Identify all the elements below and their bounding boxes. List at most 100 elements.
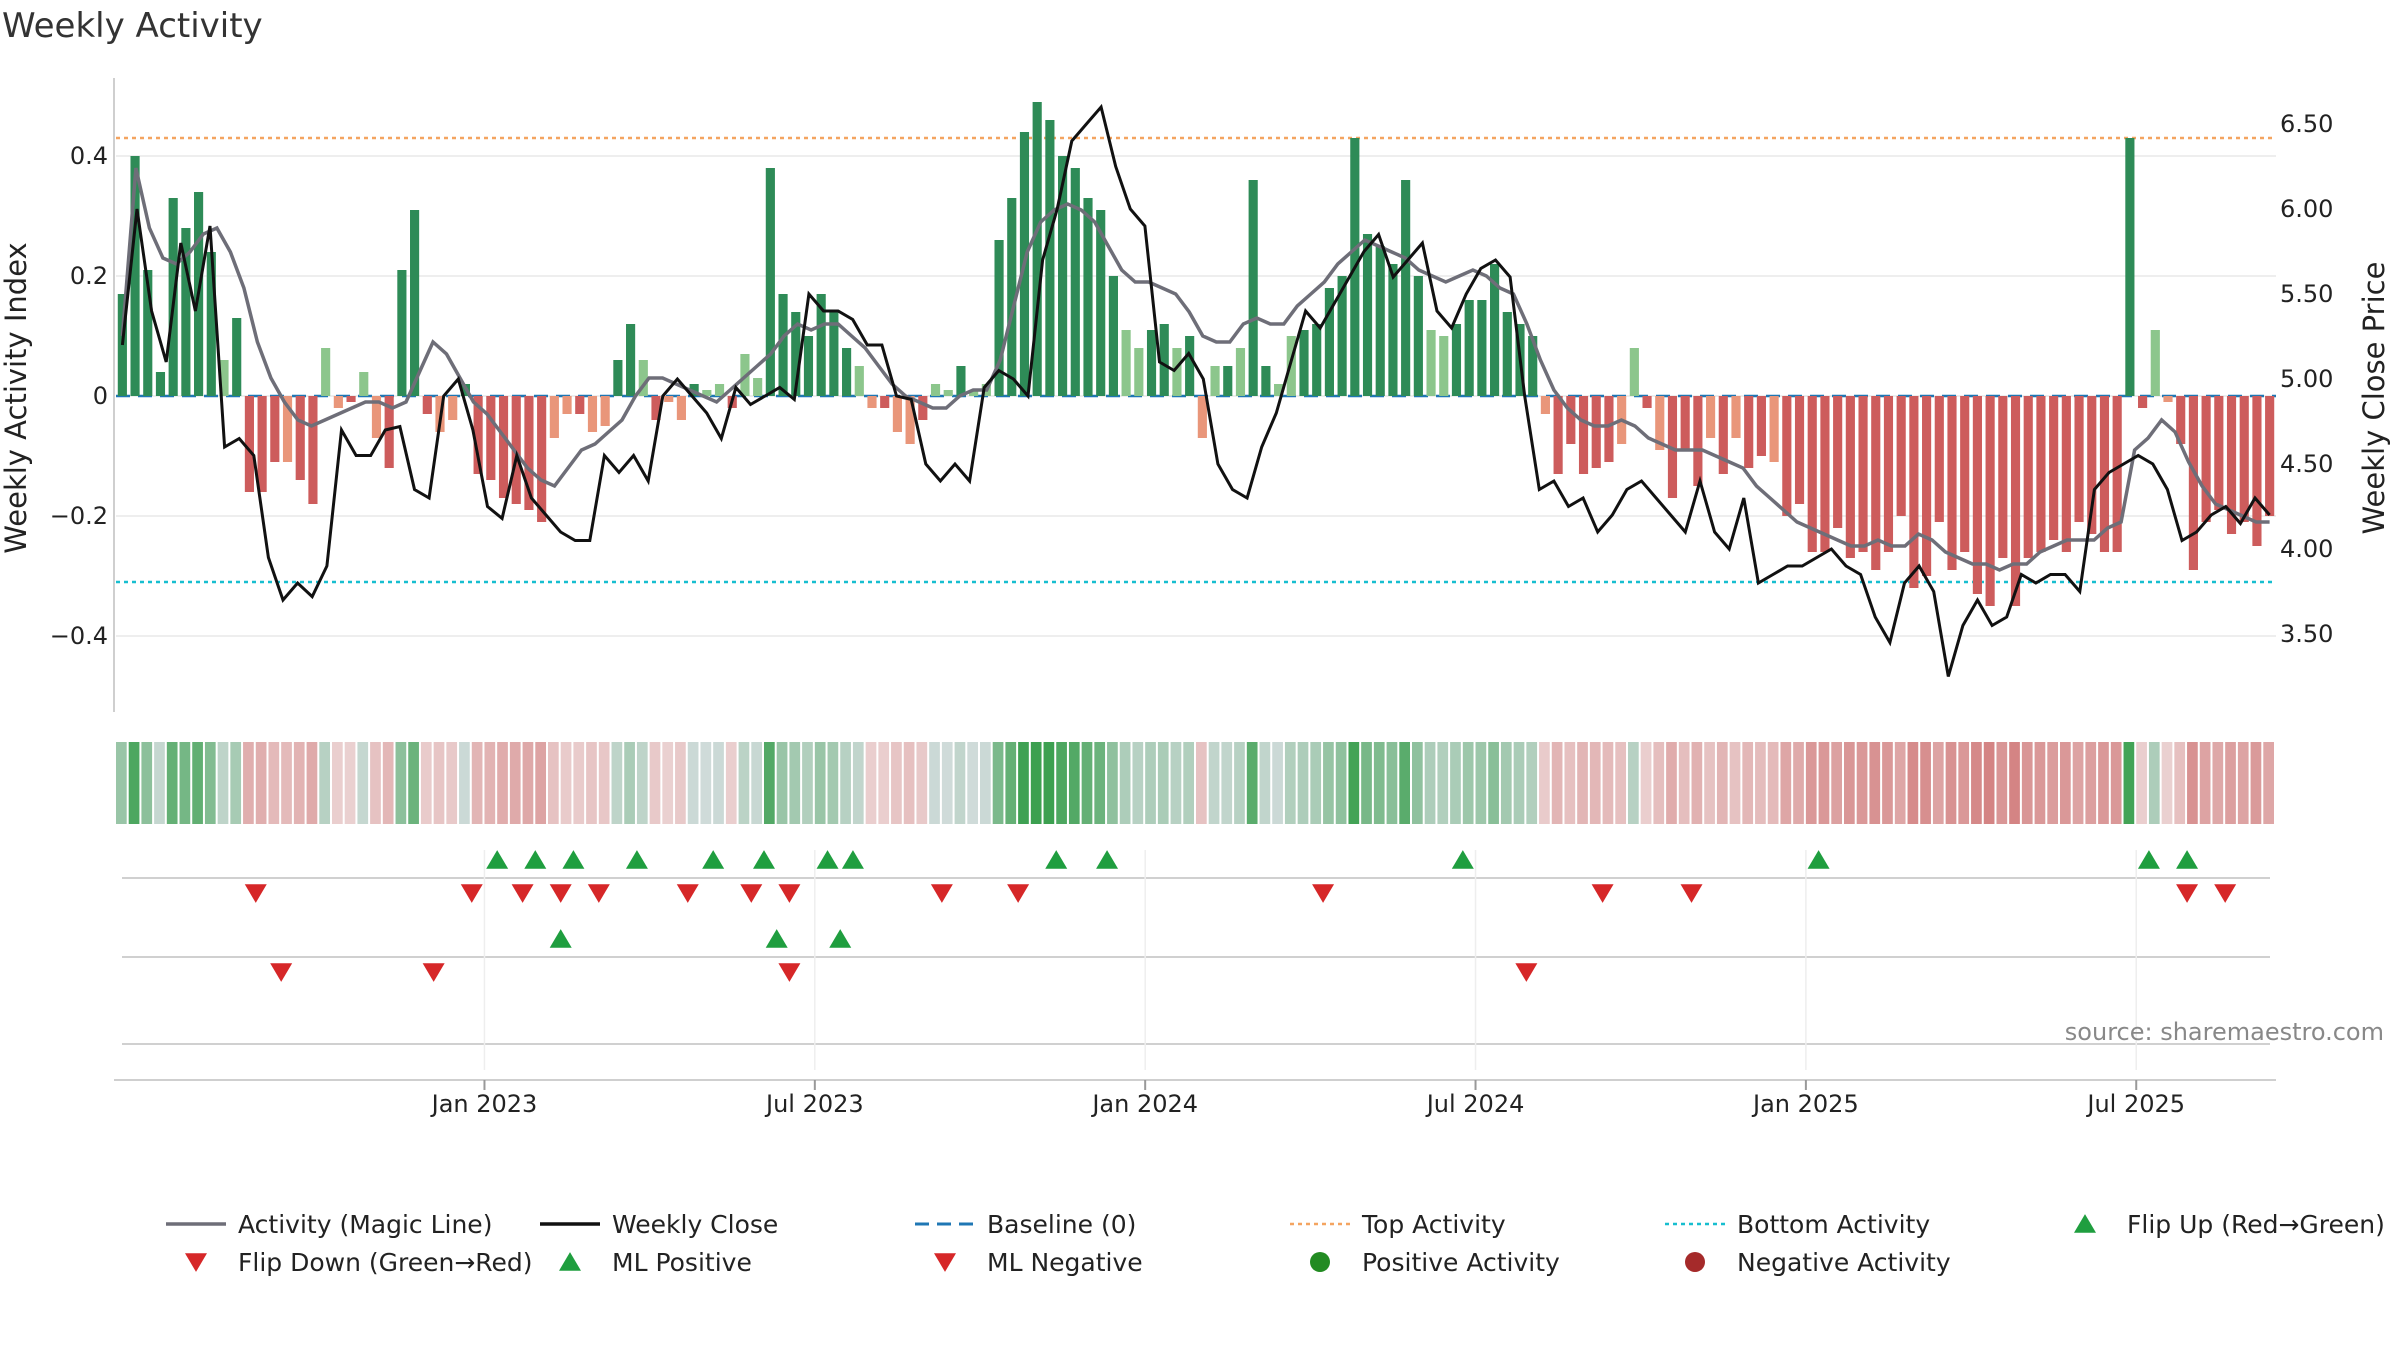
activity-bar — [1845, 396, 1855, 558]
heat-cell — [1996, 742, 2008, 824]
heat-cell — [1818, 742, 1830, 824]
activity-bar — [829, 312, 839, 396]
heat-cell — [1589, 742, 1601, 824]
activity-bar — [1909, 396, 1919, 588]
heat-cell — [2110, 742, 2122, 824]
heat-cell — [1653, 742, 1665, 824]
heat-cell — [725, 742, 737, 824]
ml-negative-marker — [1515, 963, 1538, 982]
flip-down-marker — [460, 884, 483, 903]
activity-bar — [1756, 396, 1766, 456]
activity-bar — [1680, 396, 1690, 450]
flip-up-marker — [1096, 850, 1119, 869]
heat-cell — [141, 742, 153, 824]
y-right-tick-label: 6.50 — [2280, 110, 2333, 138]
activity-bar — [1197, 396, 1207, 438]
heat-cell — [204, 742, 216, 824]
x-tick-label: Jul 2024 — [1425, 1090, 1525, 1118]
heat-cell — [1107, 742, 1118, 824]
activity-bar — [1629, 348, 1639, 396]
heat-cell — [1780, 742, 1792, 824]
activity-bar — [181, 228, 191, 396]
heat-cell — [281, 742, 292, 824]
heat-cell — [738, 742, 750, 824]
x-tick-label: Jan 2023 — [430, 1090, 538, 1118]
activity-bar — [816, 294, 826, 396]
heat-cell — [675, 742, 686, 824]
signal-rows — [122, 850, 2270, 1070]
heat-cell — [2034, 742, 2046, 824]
heat-cell — [1297, 742, 1309, 824]
activity-bar — [1070, 168, 1080, 396]
ml-positive-marker — [765, 929, 788, 948]
heat-cell — [192, 742, 203, 824]
heat-cell — [2187, 742, 2198, 824]
heat-cell — [433, 742, 445, 824]
activity-bar — [1324, 288, 1334, 396]
flip-up-marker — [524, 850, 547, 869]
heat-cell — [776, 742, 788, 824]
heat-cell — [509, 742, 521, 824]
activity-bar — [600, 396, 610, 426]
activity-bar — [498, 396, 509, 498]
activity-bar — [1922, 396, 1932, 576]
axes: 0.4 0.2 0 −0.2 −0.4 6.50 6.00 5.50 5.00 4.50 4.00 3… — [50, 78, 2333, 1081]
heat-cell — [1030, 742, 1042, 824]
activity-bar — [1362, 234, 1373, 396]
heat-cell — [1615, 742, 1626, 824]
activity-bar — [842, 348, 852, 396]
heat-cell — [827, 742, 839, 824]
activity-bar — [791, 312, 801, 396]
y-left-tick-label: −0.4 — [50, 622, 108, 650]
y-right-tick-label: 3.50 — [2280, 620, 2333, 648]
activity-bar — [2150, 330, 2160, 396]
activity-bar — [587, 396, 598, 432]
heat-cell — [1691, 742, 1703, 824]
heat-cell — [700, 742, 712, 824]
activity-bar — [918, 396, 928, 420]
legend-label: ML Positive — [612, 1248, 752, 1277]
activity-bar — [1553, 396, 1563, 474]
heat-cell — [611, 742, 623, 824]
legend-label: Positive Activity — [1362, 1248, 1560, 1277]
heat-cell — [1742, 742, 1754, 824]
activity-bar — [2176, 396, 2186, 444]
heat-cell — [2199, 742, 2211, 824]
activity-bar — [130, 156, 140, 396]
heat-cell — [370, 742, 381, 824]
x-tick-label: Jul 2025 — [2085, 1090, 2185, 1118]
flip-down-marker — [1680, 884, 1703, 903]
ml-negative-marker — [270, 963, 293, 982]
flip-up-marker — [1807, 850, 1830, 869]
activity-bar — [1566, 396, 1576, 444]
heat-cell — [319, 742, 330, 824]
flip-down-marker — [1312, 884, 1335, 903]
heat-cell — [2085, 742, 2097, 824]
heat-cell — [1971, 742, 1982, 824]
activity-bar — [1210, 366, 1220, 396]
activity-bar — [2265, 396, 2275, 516]
flip-down-marker — [676, 884, 699, 903]
legend-label: Flip Up (Red→Green) — [2127, 1210, 2385, 1239]
activity-bar — [2010, 396, 2021, 606]
activity-bar — [2214, 396, 2224, 510]
activity-bar — [448, 396, 458, 420]
activity-bar — [1782, 396, 1792, 516]
legend-symbol — [1685, 1252, 1705, 1272]
activity-bar — [2099, 396, 2110, 552]
activity-bar — [1058, 156, 1068, 396]
heat-cell — [649, 742, 661, 824]
activity-bar — [1235, 348, 1246, 396]
flip-down-marker — [740, 884, 763, 903]
activity-bar — [1146, 330, 1157, 396]
activity-bar — [1490, 264, 1500, 396]
flip-down-marker — [930, 884, 953, 903]
heat-cell — [332, 742, 343, 824]
activity-bar — [1744, 396, 1754, 468]
heat-cell — [2263, 742, 2274, 824]
heat-cell — [967, 742, 978, 824]
activity-bar — [384, 396, 394, 468]
heat-cell — [420, 742, 432, 824]
flip-down-marker — [587, 884, 610, 903]
activity-bar — [651, 396, 661, 420]
